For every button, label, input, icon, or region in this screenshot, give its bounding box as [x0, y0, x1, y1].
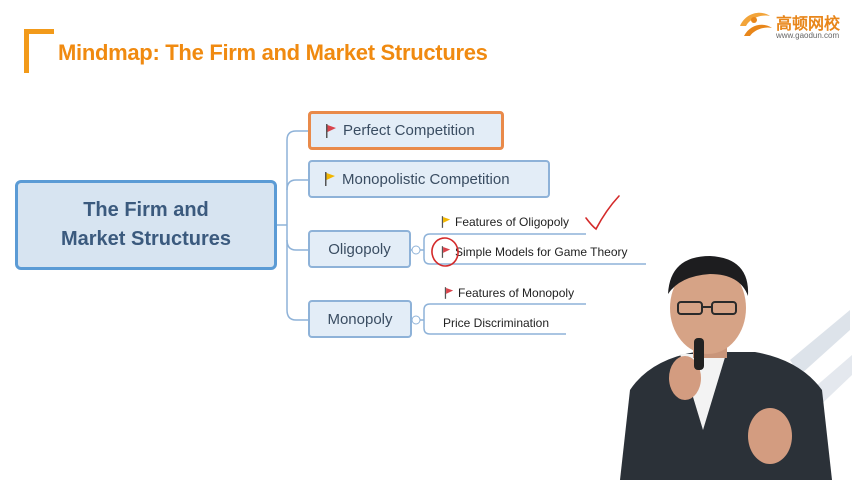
logo-url: www.gaodun.com — [776, 31, 840, 40]
yellow-flag-icon — [441, 216, 451, 228]
presenter-video-overlay — [620, 256, 852, 480]
branch-label: Oligopoly — [328, 240, 391, 258]
gaodun-logo: 高顿网校 www.gaodun.com — [736, 4, 848, 44]
leaf-label: Simple Models for Game Theory — [455, 245, 628, 259]
branch-label: Perfect Competition — [343, 122, 475, 139]
central-topic-node[interactable]: The Firm and Market Structures — [15, 180, 277, 270]
microphone-icon — [694, 338, 704, 370]
connector-perfect — [286, 130, 308, 225]
branch-label: Monopolistic Competition — [342, 170, 510, 188]
branch-oligopoly[interactable]: Oligopoly — [308, 230, 411, 268]
red-flag-icon — [441, 246, 451, 258]
arrow-decoration — [790, 310, 850, 375]
branch-monopolistic-competition[interactable]: Monopolistic Competition — [308, 160, 550, 198]
central-topic-line2: Market Structures — [60, 228, 232, 250]
checkmark-annotation-icon — [585, 195, 620, 231]
presenter-body — [620, 352, 832, 480]
yellow-flag-icon — [324, 172, 336, 186]
branch-monopoly[interactable]: Monopoly — [308, 300, 412, 338]
branch-label: Monopoly — [327, 310, 393, 328]
title-bracket-decoration — [24, 29, 54, 73]
leaf-simple-models-game-theory[interactable]: Simple Models for Game Theory — [441, 245, 628, 259]
leaf-features-of-oligopoly[interactable]: Features of Oligopoly — [441, 215, 569, 229]
leaf-label: Features of Oligopoly — [455, 215, 570, 229]
slide-title: Mindmap: The Firm and Market Structures — [58, 40, 488, 65]
leaf-label: Features of Monopoly — [458, 286, 575, 300]
connector-monopoly — [286, 240, 308, 321]
logo-brand-text: 高顿网校 — [776, 16, 841, 33]
leaf-price-discrimination[interactable]: Price Discrimination — [443, 316, 549, 330]
circle-annotation-icon — [431, 237, 459, 267]
red-flag-icon — [444, 287, 454, 299]
central-topic-line1: The Firm and — [83, 199, 209, 221]
leaf-features-of-monopoly[interactable]: Features of Monopoly — [444, 286, 574, 300]
connector-monopolistic — [286, 179, 308, 191]
red-flag-icon — [325, 123, 337, 138]
gaodun-logo-icon — [740, 12, 772, 36]
leaf-label: Price Discrimination — [443, 316, 550, 330]
branch-perfect-competition[interactable]: Perfect Competition — [308, 111, 504, 150]
